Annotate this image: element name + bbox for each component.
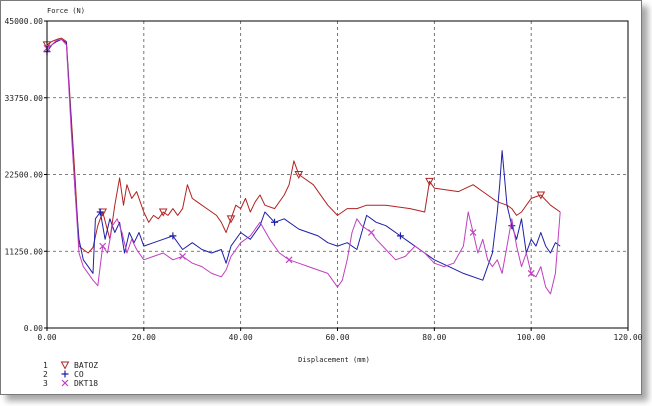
series-point-dkt18 xyxy=(99,242,107,250)
series-point-batoz xyxy=(536,191,546,200)
x-tick-label: 20.00 xyxy=(132,333,156,342)
series-point-batoz xyxy=(294,171,304,180)
series-point-co xyxy=(96,208,104,216)
series-point-dkt18 xyxy=(469,229,477,236)
legend-label-dkt18: DKT18 xyxy=(74,379,98,388)
series-point-dkt18 xyxy=(367,229,375,236)
series-point-co xyxy=(508,222,516,230)
series-point-co xyxy=(396,232,404,240)
series-point-batoz xyxy=(425,177,434,186)
series-batoz xyxy=(42,37,561,254)
legend-marker-batoz xyxy=(60,361,70,370)
series-line-batoz xyxy=(46,37,561,254)
y-tick-label: 33750.00 xyxy=(4,94,43,103)
series-point-co xyxy=(169,232,177,240)
x-tick-label: 100.00 xyxy=(517,333,546,342)
y-axis-label: Force (N) xyxy=(47,7,85,15)
legend-label-batoz: BATOZ xyxy=(74,361,98,370)
x-tick-label: 80.00 xyxy=(422,333,446,342)
series-point-batoz xyxy=(226,215,236,224)
y-tick-label: 45000.00 xyxy=(4,17,43,26)
x-tick-label: 120.00 xyxy=(614,333,643,342)
legend-label-co: CO xyxy=(74,370,84,379)
legend-index: 3 xyxy=(43,379,48,388)
legend-index: 1 xyxy=(43,361,48,370)
x-tick-label: 0.00 xyxy=(37,333,56,342)
plot-series xyxy=(42,37,561,295)
series-point-dkt18 xyxy=(527,269,535,277)
series-point-dkt18 xyxy=(285,256,293,264)
legend-marker-dkt18 xyxy=(61,379,69,387)
series-point-dkt18 xyxy=(179,252,186,260)
legend-marker-co xyxy=(61,370,69,378)
x-tick-label: 60.00 xyxy=(325,333,349,342)
series-co xyxy=(43,38,561,281)
legend-index: 2 xyxy=(43,370,48,379)
legend: 1 BATOZ 2 CO 3 DKT18 xyxy=(43,361,98,388)
x-axis-label: Displacement (mm) xyxy=(298,356,370,364)
series-point-co xyxy=(271,218,279,226)
series-dkt18 xyxy=(43,38,561,295)
chart-window: 0.00 20.00 40.00 60.00 80.00 100.00 120.00 0.00… xyxy=(0,0,643,395)
x-tick-label: 40.00 xyxy=(229,333,253,342)
y-tick-label: 22500.00 xyxy=(4,171,43,180)
series-point-batoz xyxy=(158,208,168,217)
tick-labels: 0.00 20.00 40.00 60.00 80.00 100.00 120.00 0.00… xyxy=(4,17,642,342)
series-line-dkt18 xyxy=(46,38,561,295)
y-tick-label: 11250.00 xyxy=(4,247,43,256)
series-line-co xyxy=(46,38,561,281)
y-tick-label: 0.00 xyxy=(24,324,43,333)
grid xyxy=(47,21,628,328)
